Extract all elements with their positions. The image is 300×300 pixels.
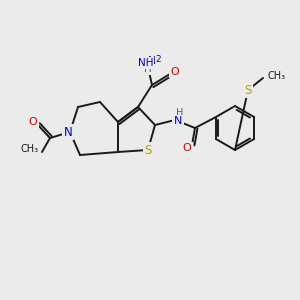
Text: N: N <box>148 56 156 66</box>
Text: O: O <box>171 67 179 77</box>
Text: H: H <box>176 108 184 118</box>
Text: S: S <box>244 83 252 97</box>
Text: 2: 2 <box>155 56 161 64</box>
Text: N: N <box>64 125 72 139</box>
Text: CH₃: CH₃ <box>268 71 286 81</box>
Text: CH₃: CH₃ <box>21 144 39 154</box>
Text: S: S <box>144 143 152 157</box>
Text: O: O <box>183 143 191 153</box>
Text: H: H <box>144 64 152 74</box>
Text: NH: NH <box>138 58 154 68</box>
Text: O: O <box>28 117 38 127</box>
Text: N: N <box>174 116 182 126</box>
